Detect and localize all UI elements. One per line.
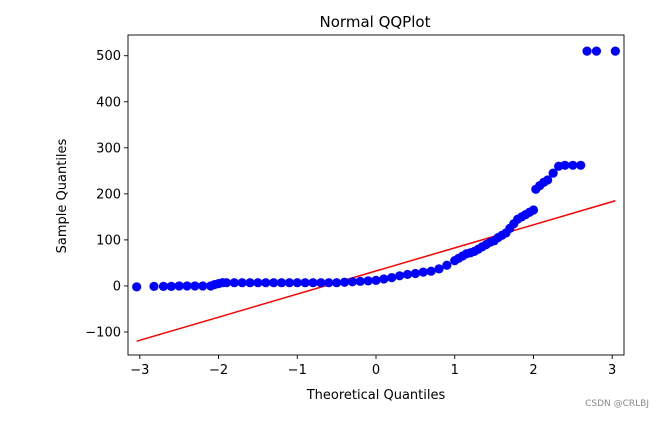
chart-title: Normal QQPlot [320, 13, 431, 31]
data-point [284, 278, 294, 288]
data-point [410, 268, 420, 279]
data-point [339, 277, 350, 287]
data-point [363, 276, 373, 286]
y-tick-label: 400 [96, 95, 121, 110]
y-tick-label: 100 [96, 233, 121, 248]
data-point [190, 281, 200, 291]
x-tick-label: −2 [209, 363, 228, 378]
x-tick-label: 2 [529, 363, 537, 378]
y-tick-label: −100 [85, 325, 121, 340]
data-point [543, 175, 553, 185]
data-point [582, 46, 592, 56]
y-axis-label: Sample Quantiles [55, 138, 70, 253]
data-point [418, 267, 428, 277]
data-point [237, 278, 247, 288]
y-tick-label: 500 [96, 49, 121, 64]
data-point [402, 269, 413, 280]
data-point [347, 277, 357, 287]
y-tick-label: 300 [96, 141, 121, 156]
data-point [355, 276, 365, 286]
data-point [300, 278, 310, 288]
data-point [610, 46, 620, 56]
data-point [332, 278, 342, 288]
x-tick-label: −1 [288, 363, 307, 378]
data-point [253, 278, 263, 288]
y-tick-label: 0 [113, 279, 121, 294]
plot-area [127, 34, 625, 356]
x-tick-label: 1 [451, 363, 459, 378]
data-point [261, 278, 271, 288]
x-tick-label: 3 [608, 363, 616, 378]
data-point [221, 278, 232, 288]
y-tick-label: 200 [96, 187, 121, 202]
data-point [434, 264, 444, 274]
data-point [174, 281, 184, 291]
data-point [166, 281, 176, 291]
y-axis: −100 0 100 200 300 400 500 [85, 49, 128, 340]
data-point [245, 278, 255, 288]
data-point [576, 160, 586, 170]
data-point [292, 278, 302, 288]
data-point [387, 273, 397, 283]
x-tick-label: −3 [130, 363, 149, 378]
data-point [528, 205, 539, 215]
points-group [132, 46, 620, 292]
data-point [316, 278, 326, 288]
data-point [149, 281, 159, 291]
data-point [324, 278, 334, 288]
data-point [560, 160, 570, 170]
data-point [198, 281, 208, 291]
data-point [158, 281, 169, 291]
data-point [132, 282, 142, 292]
data-point [308, 278, 318, 288]
x-tick-label: 0 [372, 363, 380, 378]
fit-line-group [136, 200, 616, 342]
data-point [379, 274, 389, 284]
data-point [371, 275, 381, 286]
watermark: CSDN @CRLBJ [585, 399, 649, 409]
data-point [182, 281, 192, 291]
data-point [591, 46, 602, 56]
data-point [426, 266, 436, 276]
data-point [442, 260, 452, 270]
x-axis: −3 −2 −1 0 1 2 3 [130, 355, 616, 378]
x-axis-label: Theoretical Quantiles [306, 388, 446, 403]
data-point [276, 278, 287, 288]
data-point [229, 278, 239, 288]
data-point [395, 271, 405, 281]
data-point [568, 160, 578, 170]
fit-line [136, 200, 616, 342]
data-point [548, 168, 558, 178]
data-point [269, 278, 279, 288]
